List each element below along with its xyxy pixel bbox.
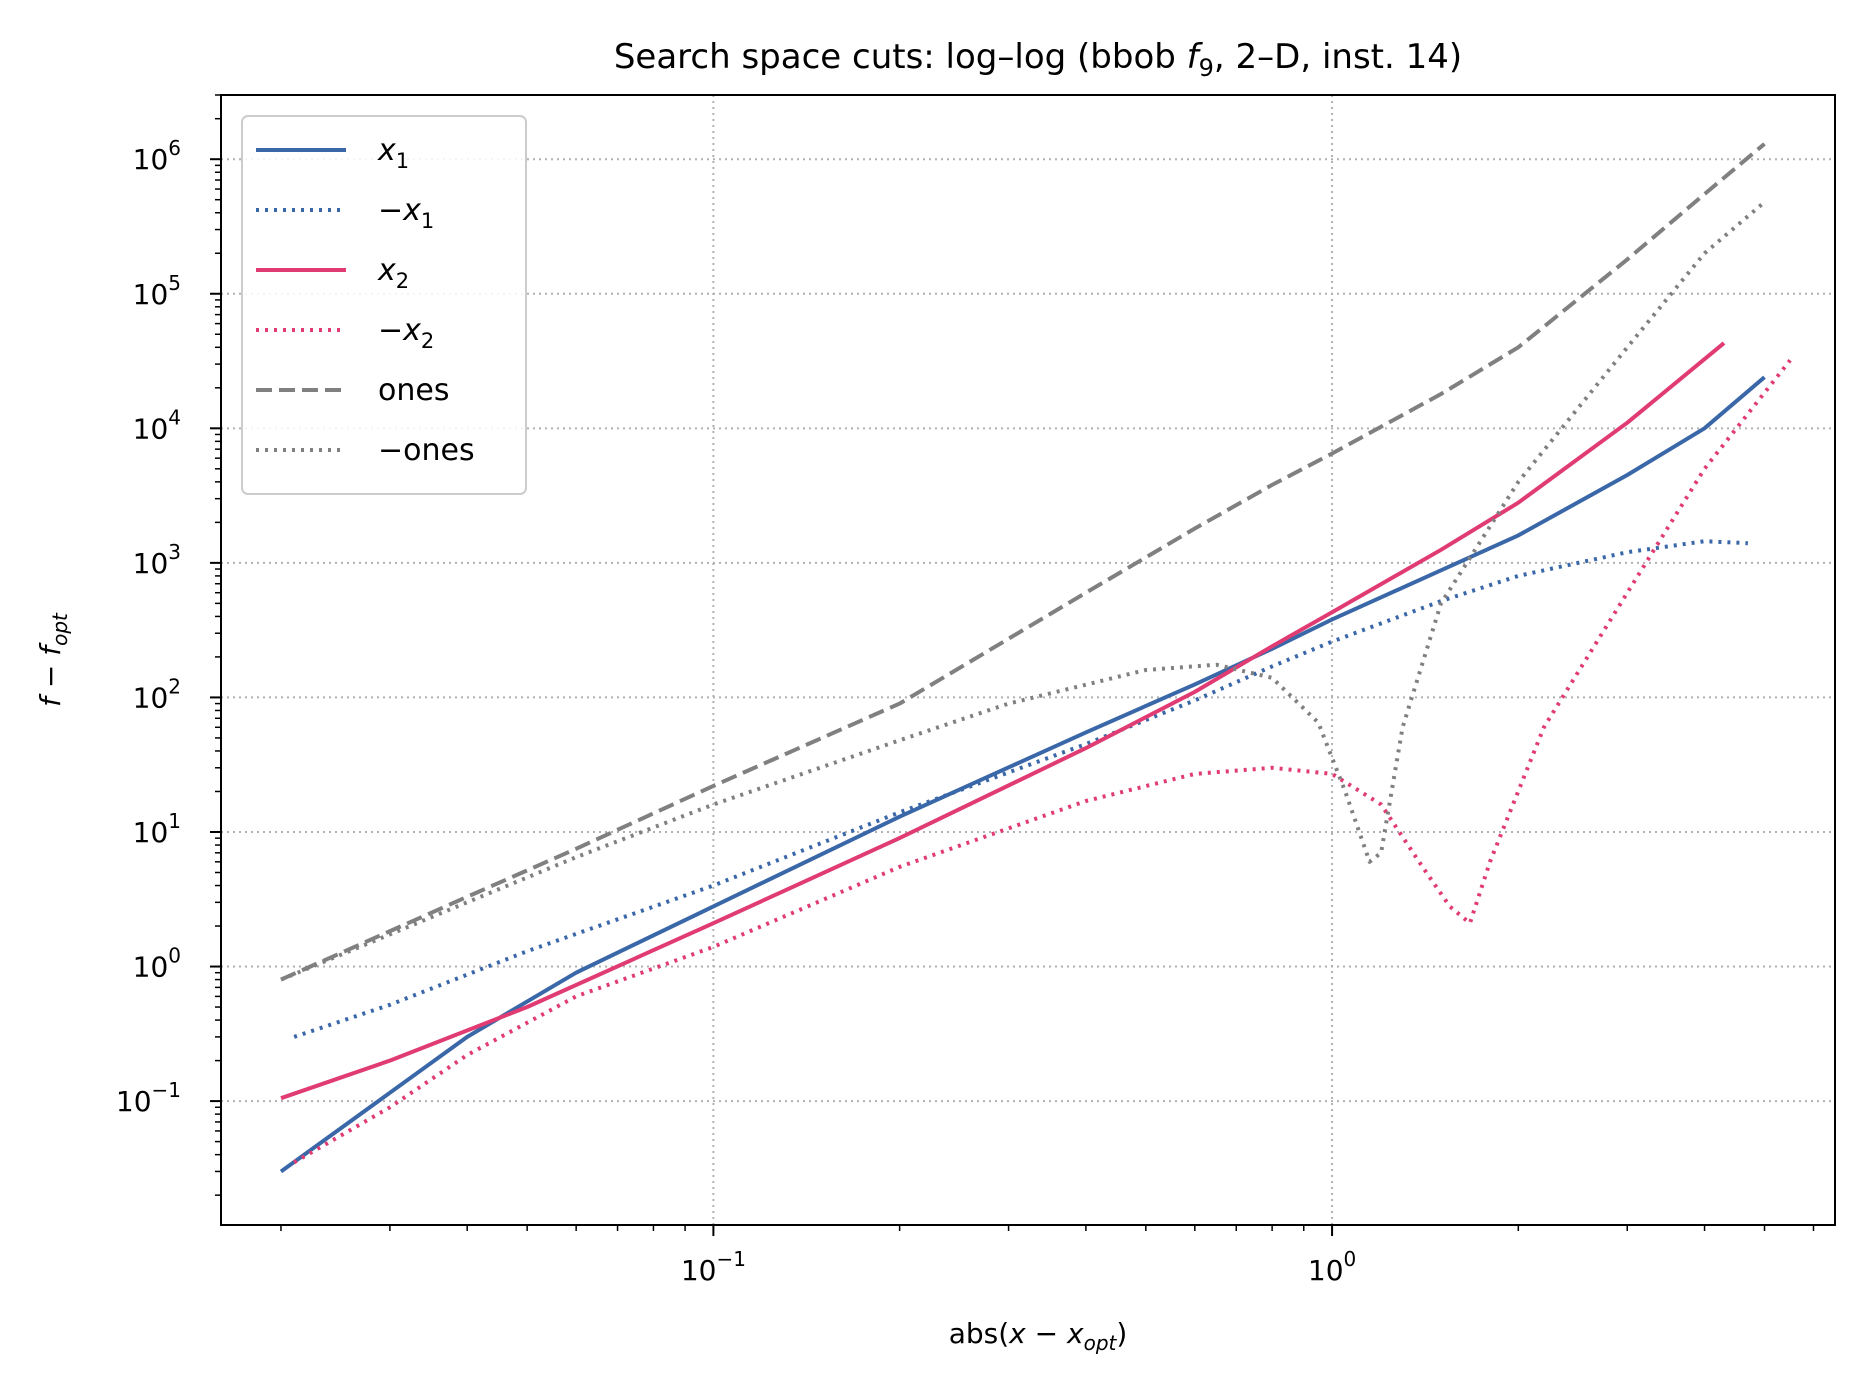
legend-prefix: − (378, 313, 403, 348)
grid (221, 95, 1835, 1225)
y-tick-base: 10 (133, 681, 169, 714)
legend-sub: 1 (421, 209, 434, 233)
y-tick-label: 100 (133, 944, 181, 984)
y-tick-base: 10 (133, 143, 169, 176)
x-axis-label-prefix: abs( (949, 1317, 1009, 1350)
y-tick-label: 101 (133, 809, 181, 849)
y-tick-base: 10 (133, 547, 169, 580)
x-axis-label: abs(x − xopt) (949, 1317, 1128, 1355)
x-axis-label-suffix: ) (1116, 1317, 1127, 1350)
y-tick-exp: 3 (168, 540, 181, 564)
x-tick-label: 100 (1308, 1247, 1356, 1287)
legend-sub: 2 (421, 329, 434, 353)
x-axis-label-x: x (1008, 1317, 1026, 1350)
y-tick-base: 10 (133, 278, 169, 311)
legend-label-6: −ones (378, 433, 475, 468)
chart-title-prefix: Search space cuts: log–log (bbob (614, 37, 1187, 77)
y-tick-exp: 4 (168, 405, 181, 429)
legend-var: x (402, 193, 421, 228)
y-tick-base: 10 (133, 412, 169, 445)
x-tick-label: 10−1 (681, 1247, 746, 1287)
y-tick-exp: 6 (168, 136, 181, 160)
x-axis-label-xopt: x (1066, 1317, 1084, 1350)
y-tick-exp: 2 (168, 674, 181, 698)
y-tick-base: 10 (116, 1085, 152, 1118)
legend-sub: 2 (396, 269, 409, 293)
chart-title-suffix: , 2–D, inst. 14) (1214, 37, 1462, 77)
legend-label-2: −x1 (378, 193, 434, 233)
legend-label-4: −x2 (378, 313, 434, 353)
y-axis-label-sub: opt (48, 612, 72, 646)
legend-prefix: − (378, 193, 403, 228)
x-axis-label-sub: opt (1084, 1331, 1118, 1355)
series-line-3 (280, 341, 1726, 1101)
y-tick-label: 106 (133, 136, 181, 176)
legend-sub: 1 (396, 149, 409, 173)
legend-var: x (402, 313, 421, 348)
x-tick-exp: −1 (716, 1247, 745, 1271)
y-axis-label-minus: − (34, 656, 67, 697)
y-tick-label: 105 (133, 271, 181, 311)
legend-var: x (377, 253, 396, 288)
y-tick-label: 102 (133, 674, 181, 714)
y-tick-label: 10−1 (116, 1078, 181, 1118)
plot-frame (220, 94, 1836, 1226)
series-layer (279, 142, 1792, 1174)
y-tick-base: 10 (133, 816, 169, 849)
y-tick-exp: −1 (152, 1078, 181, 1102)
x-axis-label-minus: − (1026, 1317, 1067, 1350)
y-tick-exp: 0 (168, 944, 181, 968)
x-tick-exp: 0 (1344, 1247, 1357, 1271)
series-line-4 (293, 359, 1792, 1165)
series-line-1 (279, 375, 1766, 1174)
chart-title-f-sub: 9 (1199, 54, 1214, 82)
chart-title: Search space cuts: log–log (bbob f9, 2–D… (614, 37, 1462, 82)
ticks (210, 94, 1815, 1236)
x-tick-base: 10 (681, 1254, 717, 1287)
y-tick-base: 10 (133, 951, 169, 984)
y-tick-exp: 5 (168, 271, 181, 295)
series-line-5 (280, 142, 1766, 982)
series-line-2 (293, 539, 1748, 1039)
legend-label-3: x2 (377, 253, 409, 293)
x-tick-base: 10 (1308, 1254, 1344, 1287)
legend-label-5: ones (378, 373, 449, 408)
y-tick-label: 104 (133, 405, 181, 445)
y-tick-label: 103 (133, 540, 181, 580)
series-line-6 (280, 200, 1766, 982)
y-tick-exp: 1 (168, 809, 181, 833)
legend-var: x (377, 133, 396, 168)
legend-label-1: x1 (377, 133, 409, 173)
